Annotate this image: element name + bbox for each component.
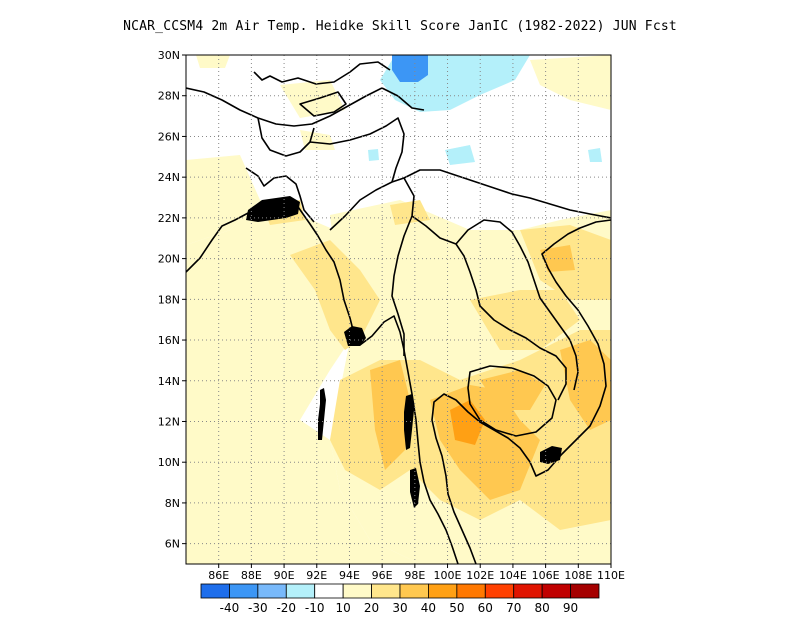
skill-area-10-south: [186, 420, 420, 564]
skill-area-neg30-tibet: [392, 55, 428, 82]
mergui-archipelago: [404, 394, 414, 450]
skill-area-30-cambodia: [480, 370, 545, 410]
colorbar-label: 50: [449, 601, 464, 615]
skill-area-30-vietnam-south: [560, 340, 611, 430]
colorbar-label: -20: [276, 601, 296, 615]
colorbar-swatch: [285, 583, 316, 599]
skill-area-neg10-west: [368, 149, 379, 161]
plot-frame: [185, 54, 612, 565]
lat-tick-label: 10N: [158, 456, 180, 469]
border-cambodia: [467, 365, 557, 437]
axis-ticks: 86E 88E 90E 92E 94E 96E 98E 100E 102E 104E 106E 108…: [158, 49, 625, 582]
lat-tick-label: 16N: [158, 334, 180, 347]
skill-area-20-myanmar: [290, 240, 380, 350]
lat-tick-label: 22N: [158, 212, 180, 225]
lon-tick-label: 102E: [466, 569, 494, 582]
colorbar: -40 -30 -20 -10 10 20 30 40 50 60 70 80 90: [200, 583, 600, 615]
colorbar-swatch: [200, 583, 230, 599]
colorbar-swatch: [570, 583, 600, 599]
colorbar-label: 10: [336, 601, 351, 615]
colorbar-label: 70: [506, 601, 521, 615]
skill-area-10-assam: [300, 130, 335, 150]
colorbar-swatch: [399, 583, 429, 599]
colorbar-swatch: [257, 583, 287, 599]
colorbar-swatch: [428, 583, 458, 599]
skill-area-40-gulf: [450, 400, 485, 445]
colorbar-label: -30: [248, 601, 268, 615]
lon-tick-label: 94E: [339, 569, 360, 582]
colorbar-swatch: [484, 583, 515, 599]
lat-tick-label: 26N: [158, 130, 180, 143]
lat-tick-label: 14N: [158, 375, 180, 388]
lat-tick-label: 6N: [165, 538, 180, 551]
colorbar-swatch: [314, 583, 344, 599]
skill-area-10-north-west: [186, 155, 260, 245]
colorbar-label: 80: [535, 601, 550, 615]
skill-area-20-laos: [470, 290, 580, 350]
colorbar-label: -40: [220, 601, 240, 615]
border-tibet-north: [253, 61, 391, 85]
skill-area-neg10-yunnan: [445, 145, 475, 165]
colorbar-label: 40: [421, 601, 436, 615]
coastline-gulf-thailand: [431, 219, 611, 564]
lat-tick-label: 20N: [158, 253, 180, 266]
lon-tick-label: 90E: [274, 569, 295, 582]
ganges-delta: [246, 196, 300, 222]
lat-tick-label: 30N: [158, 49, 180, 62]
lat-tick-label: 12N: [158, 415, 180, 428]
lon-tick-label: 108E: [564, 569, 592, 582]
colorbar-swatch: [371, 583, 401, 599]
skill-area-10-tibet-east: [530, 55, 611, 110]
lon-tick-label: 86E: [208, 569, 229, 582]
lon-tick-label: 98E: [404, 569, 425, 582]
colorbar-label: 20: [364, 601, 379, 615]
map-title: NCAR_CCSM4 2m Air Temp. Heidke Skill Sco…: [123, 19, 677, 34]
colorbar-swatch: [513, 583, 543, 599]
colorbar-swatch: [456, 583, 486, 599]
colorbar-label: 60: [478, 601, 493, 615]
coastline-details: [246, 196, 562, 508]
lon-tick-label: 106E: [532, 569, 560, 582]
lat-tick-label: 24N: [158, 171, 180, 184]
border-bhutan: [299, 91, 347, 117]
colorbar-label: 30: [392, 601, 407, 615]
skill-area-20-yunnan: [390, 200, 430, 225]
border-himalaya: [186, 87, 425, 127]
skill-area-30-andaman: [370, 360, 410, 470]
skill-area-30-laos-south: [540, 245, 575, 272]
skill-area-10-nw-corner: [196, 55, 230, 68]
lon-tick-label: 96E: [372, 569, 393, 582]
colorbar-swatch: [541, 583, 571, 599]
lat-tick-label: 18N: [158, 293, 180, 306]
lon-tick-label: 92E: [306, 569, 327, 582]
lon-tick-label: 88E: [241, 569, 262, 582]
lat-tick-label: 28N: [158, 90, 180, 103]
border-laos-vietnam: [455, 219, 579, 391]
grid-lines: [186, 55, 611, 564]
lon-tick-label: 110E: [597, 569, 625, 582]
colorbar-label: -10: [305, 601, 325, 615]
lat-tick-label: 8N: [165, 497, 180, 510]
skill-area-10-tibet-west: [280, 80, 345, 118]
andaman-islands: [318, 388, 326, 440]
lon-tick-label: 104E: [499, 569, 527, 582]
colorbar-swatch: [342, 583, 372, 599]
border-assam: [309, 117, 405, 183]
skill-area-10-bengal: [186, 200, 350, 470]
border-bangladesh: [245, 167, 315, 223]
colorbar-swatch: [229, 583, 259, 599]
border-thailand-laos: [411, 215, 567, 401]
skill-area-neg10-east: [588, 148, 602, 162]
lon-tick-label: 100E: [434, 569, 462, 582]
border-china-south: [403, 169, 611, 219]
colorbar-label: 90: [563, 601, 578, 615]
